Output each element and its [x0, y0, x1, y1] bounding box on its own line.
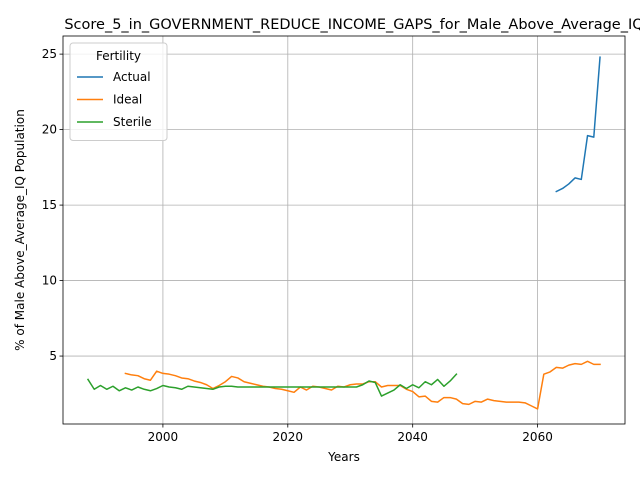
y-tick-label: 20: [42, 123, 57, 137]
y-tick-label: 5: [49, 349, 57, 363]
y-tick-label: 15: [42, 198, 57, 212]
series-line-sterile: [86, 373, 458, 397]
x-tick-label: 2060: [522, 430, 553, 444]
x-tick-label: 2020: [273, 430, 304, 444]
series-layer: [86, 56, 601, 410]
y-tick-label: 10: [42, 274, 57, 288]
legend-label-actual: Actual: [113, 70, 151, 84]
y-tick-label: 25: [42, 47, 57, 61]
x-axis-label: Years: [327, 450, 360, 464]
plot-frame: [62, 35, 626, 425]
chart-title: Score_5_in_GOVERNMENT_REDUCE_INCOME_GAPS…: [64, 17, 640, 33]
legend-label-ideal: Ideal: [113, 93, 142, 107]
legend-entries: Actual Ideal Sterile: [77, 70, 152, 129]
x-tick-label: 2040: [397, 430, 428, 444]
legend-title: Fertility: [96, 49, 141, 63]
x-tick-label: 2000: [148, 430, 179, 444]
series-line-actual: [555, 56, 601, 193]
legend-box: [69, 42, 168, 141]
legend-label-sterile: Sterile: [113, 115, 152, 129]
y-axis-label: % of Male Above_Average_IQ Population: [13, 109, 27, 351]
x-axis-ticks: 2000 2020 2040 2060: [148, 424, 553, 444]
y-axis-ticks: 5 10 15 20 25: [42, 47, 63, 363]
legend: Fertility Actual Ideal Sterile: [69, 42, 168, 141]
